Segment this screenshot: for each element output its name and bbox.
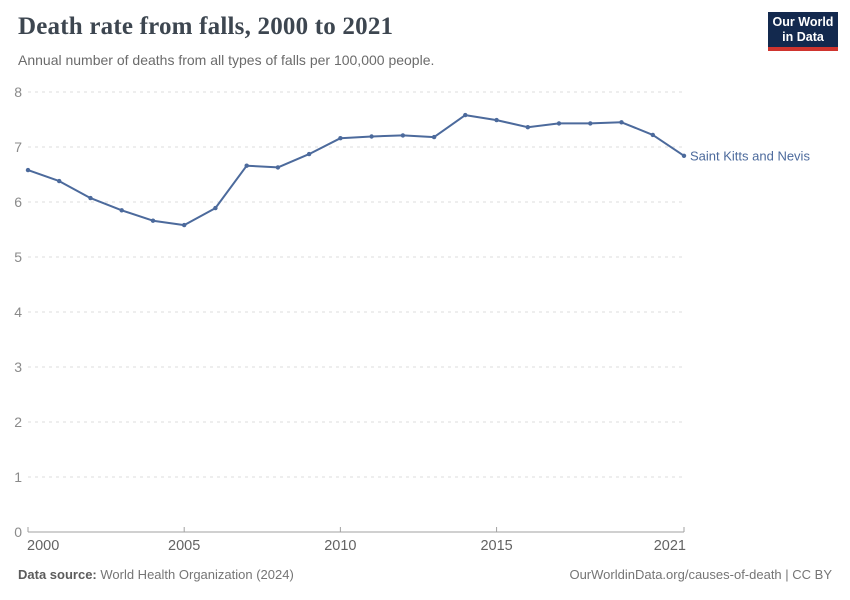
data-point[interactable] <box>119 208 124 213</box>
data-point[interactable] <box>619 120 624 125</box>
data-source-label: Data source: <box>18 567 97 582</box>
data-point[interactable] <box>338 136 343 141</box>
owid-logo-line1: Our World <box>772 15 834 29</box>
data-point[interactable] <box>244 163 249 168</box>
x-tick-label: 2000 <box>27 538 59 554</box>
y-tick-label: 2 <box>14 414 22 430</box>
series-label[interactable]: Saint Kitts and Nevis <box>690 148 810 163</box>
data-point[interactable] <box>88 195 93 201</box>
data-point[interactable] <box>494 117 499 123</box>
data-point[interactable] <box>25 167 31 173</box>
y-tick-label: 4 <box>14 304 22 320</box>
y-tick-label: 0 <box>14 524 22 540</box>
y-tick-label: 8 <box>14 84 22 100</box>
data-point[interactable] <box>650 132 655 138</box>
data-point[interactable] <box>588 121 593 126</box>
series-line[interactable] <box>27 114 685 227</box>
owid-logo-line2: in Data <box>782 30 824 44</box>
data-point[interactable] <box>369 134 374 139</box>
y-tick-label: 5 <box>14 249 22 265</box>
data-point[interactable] <box>57 178 62 184</box>
owid-logo[interactable]: Our World in Data <box>768 12 838 51</box>
chart-subtitle: Annual number of deaths from all types o… <box>18 52 435 68</box>
page-title: Death rate from falls, 2000 to 2021 <box>18 13 394 40</box>
data-point[interactable] <box>306 151 312 157</box>
x-tick-label: 2021 <box>654 538 686 554</box>
data-point[interactable] <box>182 222 187 228</box>
credit-link[interactable]: OurWorldinData.org/causes-of-death | CC … <box>569 567 832 582</box>
x-tick-label: 2005 <box>168 538 200 554</box>
data-point[interactable] <box>556 121 562 126</box>
y-tick-label: 6 <box>14 194 22 210</box>
data-point[interactable] <box>275 165 281 170</box>
data-point[interactable] <box>213 205 218 211</box>
data-point[interactable] <box>150 218 156 223</box>
data-point[interactable] <box>525 125 530 130</box>
x-tick-label: 2010 <box>324 538 356 554</box>
x-tick-label: 2015 <box>480 538 512 554</box>
y-tick-label: 1 <box>14 469 22 485</box>
data-source-text: World Health Organization (2024) <box>96 567 294 582</box>
data-point[interactable] <box>431 134 437 140</box>
data-source: Data source: World Health Organization (… <box>18 567 294 582</box>
data-point[interactable] <box>463 112 468 118</box>
y-tick-label: 7 <box>14 139 22 155</box>
data-point[interactable] <box>400 133 406 138</box>
y-tick-label: 3 <box>14 359 22 375</box>
data-point[interactable] <box>681 153 687 158</box>
